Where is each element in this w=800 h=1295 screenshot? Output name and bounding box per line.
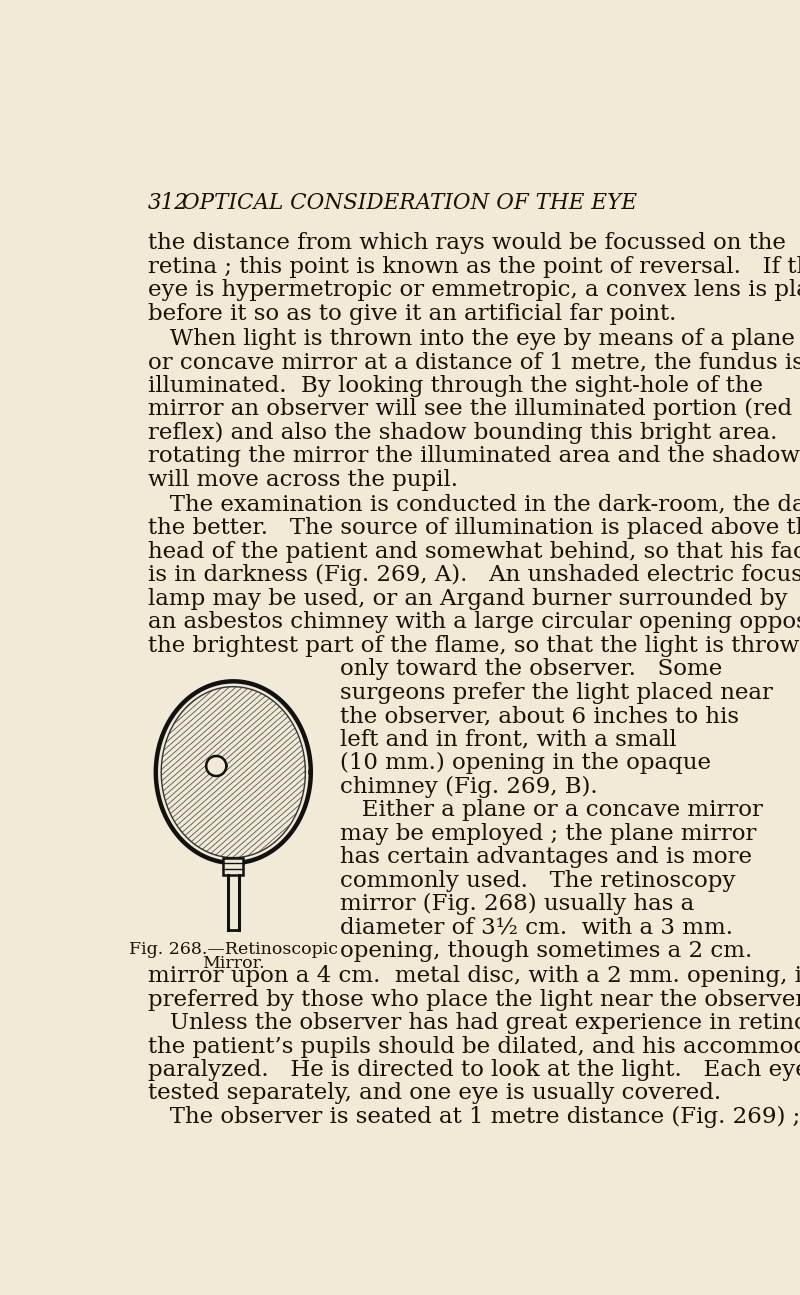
Text: Mirror.: Mirror. bbox=[202, 954, 265, 971]
Text: paralyzed.   He is directed to look at the light.   Each eye is: paralyzed. He is directed to look at the… bbox=[148, 1059, 800, 1081]
Text: the distance from which rays would be focussed on the: the distance from which rays would be fo… bbox=[148, 232, 786, 254]
Text: an asbestos chimney with a large circular opening opposite: an asbestos chimney with a large circula… bbox=[148, 611, 800, 633]
Text: chimney (Fig. 269, B).: chimney (Fig. 269, B). bbox=[340, 776, 598, 798]
Text: eye is hypermetropic or emmetropic, a convex lens is placed: eye is hypermetropic or emmetropic, a co… bbox=[148, 280, 800, 302]
Text: may be employed ; the plane mirror: may be employed ; the plane mirror bbox=[340, 822, 757, 844]
Text: OPTICAL CONSIDERATION OF THE EYE: OPTICAL CONSIDERATION OF THE EYE bbox=[182, 193, 638, 215]
Text: the brightest part of the flame, so that the light is thrown: the brightest part of the flame, so that… bbox=[148, 635, 800, 657]
Text: mirror an observer will see the illuminated portion (red fundus: mirror an observer will see the illumina… bbox=[148, 399, 800, 421]
Text: only toward the observer.   Some: only toward the observer. Some bbox=[340, 658, 722, 680]
Text: left and in front, with a small: left and in front, with a small bbox=[340, 729, 677, 751]
Text: will move across the pupil.: will move across the pupil. bbox=[148, 469, 458, 491]
Text: Fig. 268.—Retinoscopic: Fig. 268.—Retinoscopic bbox=[129, 940, 338, 958]
Text: The examination is conducted in the dark-room, the darker: The examination is conducted in the dark… bbox=[148, 493, 800, 515]
Text: mirror upon a 4 cm.  metal disc, with a 2 mm. opening, is: mirror upon a 4 cm. metal disc, with a 2… bbox=[148, 965, 800, 987]
Text: rotating the mirror the illuminated area and the shadow: rotating the mirror the illuminated area… bbox=[148, 445, 800, 467]
Text: is in darkness (Fig. 269, A).   An unshaded electric focus-: is in darkness (Fig. 269, A). An unshade… bbox=[148, 565, 800, 587]
Text: The observer is seated at 1 metre distance (Fig. 269) ;: The observer is seated at 1 metre distan… bbox=[148, 1106, 800, 1128]
Bar bbox=[223, 857, 243, 874]
Text: 312: 312 bbox=[148, 193, 189, 215]
Text: the better.   The source of illumination is placed above the: the better. The source of illumination i… bbox=[148, 517, 800, 539]
Text: commonly used.   The retinoscopy: commonly used. The retinoscopy bbox=[340, 869, 736, 891]
Text: illuminated.  By looking through the sight-hole of the: illuminated. By looking through the sigh… bbox=[148, 374, 763, 396]
Text: tested separately, and one eye is usually covered.: tested separately, and one eye is usuall… bbox=[148, 1083, 721, 1105]
Text: Unless the observer has had great experience in retinoscopy,: Unless the observer has had great experi… bbox=[148, 1011, 800, 1033]
Text: retina ; this point is known as the point of reversal.   If the: retina ; this point is known as the poin… bbox=[148, 256, 800, 278]
Text: When light is thrown into the eye by means of a plane: When light is thrown into the eye by mea… bbox=[148, 328, 795, 350]
Text: Either a plane or a concave mirror: Either a plane or a concave mirror bbox=[340, 799, 763, 821]
Text: before it so as to give it an artificial far point.: before it so as to give it an artificial… bbox=[148, 303, 677, 325]
Text: mirror (Fig. 268) usually has a: mirror (Fig. 268) usually has a bbox=[340, 894, 694, 916]
Text: has certain advantages and is more: has certain advantages and is more bbox=[340, 846, 752, 868]
Text: the patient’s pupils should be dilated, and his accommodation: the patient’s pupils should be dilated, … bbox=[148, 1036, 800, 1058]
Text: (10 mm.) opening in the opaque: (10 mm.) opening in the opaque bbox=[340, 752, 711, 774]
Text: head of the patient and somewhat behind, so that his face: head of the patient and somewhat behind,… bbox=[148, 541, 800, 563]
Text: reflex) and also the shadow bounding this bright area.   On: reflex) and also the shadow bounding thi… bbox=[148, 422, 800, 444]
Text: the observer, about 6 inches to his: the observer, about 6 inches to his bbox=[340, 706, 739, 728]
Text: preferred by those who place the light near the observer.: preferred by those who place the light n… bbox=[148, 988, 800, 1010]
Text: surgeons prefer the light placed near: surgeons prefer the light placed near bbox=[340, 681, 773, 703]
Circle shape bbox=[206, 756, 226, 776]
Text: O: O bbox=[210, 759, 222, 773]
Text: diameter of 3½ cm.  with a 3 mm.: diameter of 3½ cm. with a 3 mm. bbox=[340, 917, 734, 939]
Text: opening, though sometimes a 2 cm.: opening, though sometimes a 2 cm. bbox=[340, 940, 753, 962]
Text: or concave mirror at a distance of 1 metre, the fundus is: or concave mirror at a distance of 1 met… bbox=[148, 351, 800, 373]
Text: lamp may be used, or an Argand burner surrounded by: lamp may be used, or an Argand burner su… bbox=[148, 588, 788, 610]
